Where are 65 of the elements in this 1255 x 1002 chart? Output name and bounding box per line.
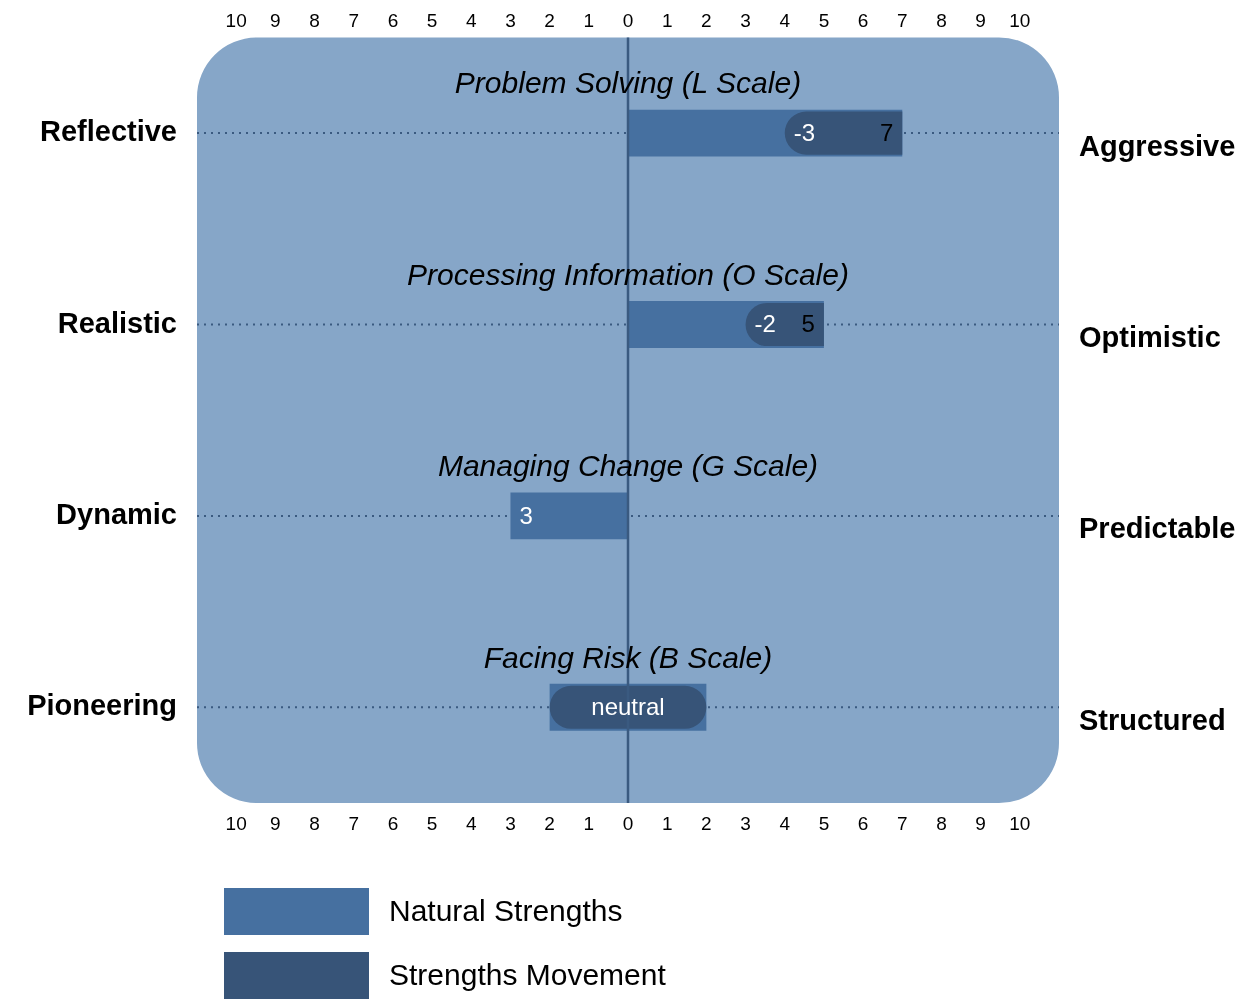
y-tick-label: Pioneering (27, 689, 177, 722)
annotation: Problem Solving (L Scale) (454, 66, 802, 100)
x2-tick-label: 10 (225, 812, 247, 834)
x2-tick-label: 9 (270, 812, 281, 834)
legend-label: Strengths Movement (389, 958, 666, 992)
x2-tick-label: 1 (661, 812, 673, 834)
x-tick-label: 7 (896, 10, 908, 32)
x-tick-label: 2 (544, 10, 555, 32)
x-tick-label: 10 (225, 10, 247, 32)
x-tick-label: 1 (661, 10, 673, 32)
data-label: 5 (801, 310, 815, 338)
x-tick-label: 10 (1009, 10, 1031, 32)
x-tick-label: 0 (622, 10, 634, 32)
y2-tick-label: Optimistic (1079, 321, 1221, 353)
x2-tick-label: 0 (622, 812, 634, 834)
x-tick-label: 7 (348, 10, 360, 32)
data-label: -2 (754, 310, 776, 338)
x2-tick-label: 2 (544, 812, 555, 834)
x-tick-label: 3 (740, 10, 751, 32)
y-tick-label: Realistic (57, 306, 177, 339)
x-tick-label: 1 (583, 10, 595, 32)
x-tick-label: 6 (857, 10, 869, 32)
y-tick-label: Reflective (39, 115, 177, 148)
x-tick-label: 8 (936, 10, 947, 32)
x-tick-label: 9 (270, 10, 281, 32)
x-tick-label: 3 (505, 10, 516, 32)
x-tick-label: 8 (309, 10, 320, 32)
annotation: Facing Risk (B Scale) (483, 640, 773, 674)
bar (784, 111, 903, 155)
legend-label: Natural Strengths (389, 894, 623, 928)
x2-tick-label: 3 (740, 812, 751, 834)
x2-tick-label: 5 (818, 812, 830, 834)
x-tick-label: 9 (975, 10, 986, 32)
data-label: -3 (793, 118, 815, 146)
data-label: 7 (879, 118, 894, 146)
data-label: neutral (591, 692, 665, 720)
x-tick-label: 5 (426, 10, 438, 32)
x2-tick-label: 8 (936, 812, 947, 834)
x2-tick-label: 2 (701, 812, 712, 834)
x2-tick-label: 10 (1009, 812, 1031, 834)
x2-tick-label: 8 (309, 812, 320, 834)
x2-tick-label: 9 (975, 812, 986, 834)
x2-tick-label: 4 (465, 812, 477, 834)
bar (510, 492, 628, 540)
y-tick-label: Dynamic (56, 497, 177, 530)
x-tick-label: 4 (779, 10, 791, 32)
x2-tick-label: 3 (505, 812, 516, 834)
x2-tick-label: 5 (426, 812, 438, 834)
bar (745, 302, 824, 347)
x2-tick-label: 7 (896, 812, 908, 834)
x2-tick-label: 6 (387, 812, 399, 834)
x-tick-label: 5 (818, 10, 830, 32)
x2-tick-label: 6 (857, 812, 869, 834)
data-label: 3 (519, 501, 533, 529)
x-tick-label: 4 (465, 10, 477, 32)
x-tick-label: 6 (387, 10, 399, 32)
annotation: Processing Information (O Scale) (407, 257, 849, 291)
y2-tick-label: Aggressive (1079, 129, 1236, 162)
x2-tick-label: 4 (779, 812, 791, 834)
y2-tick-label: Predictable (1079, 512, 1236, 545)
x-tick-label: 2 (701, 10, 712, 32)
y2-tick-label: Structured (1079, 703, 1226, 736)
x2-tick-label: 7 (348, 812, 360, 834)
annotation: Managing Change (G Scale) (437, 449, 819, 483)
x2-tick-label: 1 (583, 812, 595, 834)
